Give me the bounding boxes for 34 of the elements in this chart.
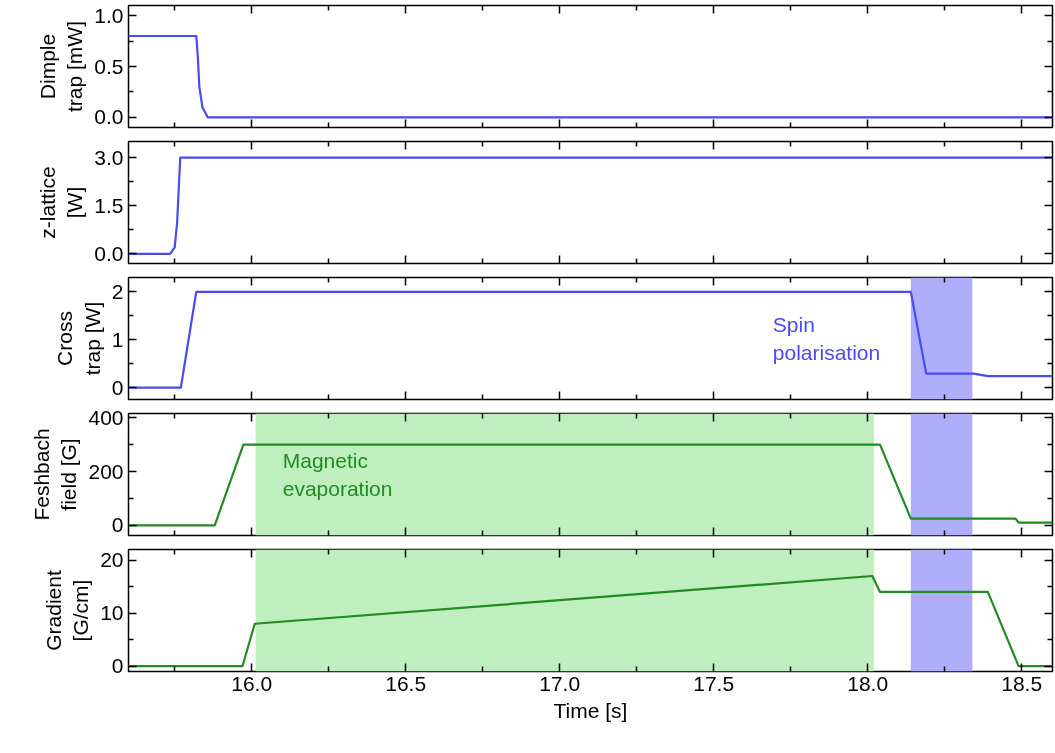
y-tick-label: 400 [88, 405, 124, 429]
y-tick-label: 1 [111, 327, 124, 351]
x-tick-label: 17.0 [539, 671, 581, 695]
y-tick-label: 1.5 [94, 193, 124, 217]
y-tick-label: 0.5 [94, 54, 124, 78]
line-series [128, 290, 1053, 389]
y-tick-label: 20 [100, 548, 124, 572]
y-axis-title: Dimple trap [mW] [35, 20, 87, 112]
band-label: Spin polarisation [772, 313, 881, 364]
line-series [128, 443, 1053, 527]
y-tick-label: 2 [111, 279, 124, 303]
x-tick-label: 16.5 [385, 671, 427, 695]
y-tick-label: 0.0 [94, 241, 124, 265]
band-label: Magnetic evaporation [282, 449, 393, 500]
line-series [128, 156, 1053, 255]
line-series [128, 574, 1053, 668]
y-tick-label: 200 [88, 459, 124, 483]
x-tick-label: 17.5 [693, 671, 735, 695]
x-axis-title: Time [s] [553, 698, 628, 722]
line-series [128, 34, 1053, 119]
x-tick-label: 16.0 [231, 671, 273, 695]
y-tick-label: 0 [111, 513, 124, 537]
y-tick-label: 1.0 [94, 3, 124, 27]
y-tick-label: 0 [111, 654, 124, 678]
y-axis-title: Cross trap [W] [53, 301, 104, 376]
y-tick-label: 0.0 [94, 105, 124, 129]
y-tick-label: 10 [100, 601, 124, 625]
y-tick-label: 0 [111, 375, 124, 399]
y-axis-title: Gradient [G/cm] [41, 570, 93, 651]
y-axis-title: Feshbach field [G] [29, 428, 81, 521]
y-tick-label: 3.0 [94, 145, 124, 169]
x-tick-label: 18.0 [847, 671, 889, 695]
x-tick-label: 18.5 [1001, 671, 1043, 695]
y-axis-title: z-lattice [W] [35, 166, 87, 239]
